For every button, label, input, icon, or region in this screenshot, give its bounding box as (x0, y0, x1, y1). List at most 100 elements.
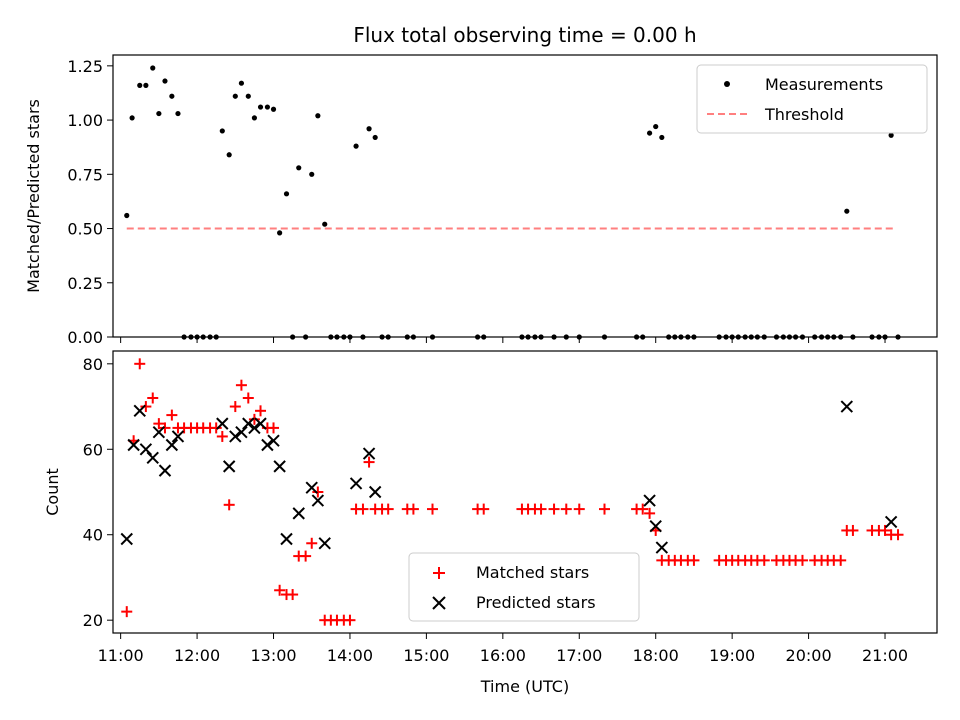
measurement-point (226, 152, 232, 158)
matched-star-point (216, 430, 228, 442)
measurement-point (385, 334, 391, 340)
x-tick-label: 16:00 (480, 646, 526, 665)
predicted-star-point (235, 425, 248, 439)
measurement-point (716, 334, 722, 340)
measurement-point (666, 334, 672, 340)
matched-star-point (598, 503, 610, 515)
measurement-point (181, 334, 187, 340)
measurement-point (353, 143, 359, 149)
measurement-point (257, 104, 264, 110)
matched-star-point (847, 524, 859, 536)
matched-star-point (892, 529, 904, 541)
predicted-star-point (127, 438, 140, 452)
measurement-point (251, 115, 258, 121)
x-tick-label: 18:00 (633, 646, 679, 665)
ratio-y-tick-label: 0.25 (67, 274, 103, 293)
ratio-panel: Matched/Predicted stars 0.00 0.25 0.50 0.75… (24, 54, 938, 347)
ratio-y-tick-label: 0.00 (67, 328, 103, 347)
measurement-point (723, 334, 729, 340)
predicted-star-point (840, 400, 854, 413)
matched-star-point (644, 507, 656, 519)
matched-star-point (235, 379, 247, 391)
matched-star-point (134, 358, 146, 370)
measurement-point (277, 230, 283, 236)
measurement-point (672, 334, 678, 340)
matched-star-point (306, 537, 318, 549)
matched-star-point (121, 606, 133, 618)
predicted-star-point (152, 425, 166, 439)
predicted-star-point (273, 460, 286, 473)
measurement-point (129, 115, 135, 121)
ratio-y-tick-label: 0.75 (67, 165, 103, 184)
predicted-star-point (649, 519, 662, 533)
measurement-points (124, 65, 901, 340)
measurement-point (372, 134, 378, 141)
measurement-point (475, 334, 481, 340)
measurement-point (232, 93, 238, 99)
predicted-star-point (318, 537, 331, 550)
matched-star-point (796, 554, 808, 566)
predicted-star-point (139, 443, 153, 456)
measurements-legend-label: Measurements (765, 75, 883, 94)
matched-star-point (312, 486, 324, 498)
measurement-point (659, 134, 665, 141)
matched-star-point (835, 554, 847, 566)
measurement-point (404, 334, 410, 340)
count-legend: Matched stars Predicted stars (408, 552, 640, 622)
measurement-point (162, 78, 168, 84)
predicted-stars-legend-marker (432, 596, 446, 610)
count-y-tick-label: 60 (83, 440, 103, 459)
predicted-star-point (362, 447, 376, 460)
matched-star-point (159, 422, 171, 434)
matched-star-point (153, 418, 165, 430)
predicted-star-point (884, 515, 898, 529)
predicted-star-point (292, 507, 305, 520)
measurement-point (194, 334, 200, 340)
matched-star-point (268, 422, 280, 434)
measurement-point (888, 132, 894, 138)
predicted-star-point (655, 541, 669, 554)
measurement-point (633, 334, 640, 340)
measurement-point (551, 334, 557, 340)
x-tick-label: 19:00 (709, 646, 755, 665)
predicted-star-point (229, 430, 242, 443)
count-panel: Count 20 40 60 80 11:00 12:00 13:00 14:00 15:00… (43, 350, 938, 696)
matched-star-point (758, 554, 770, 566)
ratio-y-tick-label: 1.00 (67, 111, 103, 130)
measurement-point (213, 334, 219, 340)
measurement-point (334, 334, 340, 340)
measurement-point (735, 334, 741, 340)
measurement-point (576, 334, 582, 340)
measurement-point (761, 334, 767, 340)
measurement-point (799, 334, 806, 340)
matched-star-point (210, 422, 222, 434)
matched-star-point (147, 392, 159, 404)
measurement-point (780, 334, 786, 340)
matched-star-point (427, 503, 439, 515)
measurement-point (341, 334, 347, 340)
predicted-star-point (305, 481, 318, 494)
predicted-star-point (146, 451, 159, 465)
measurement-point (245, 93, 251, 99)
measurement-point (379, 334, 385, 340)
measurement-point (188, 334, 194, 340)
measurement-point (360, 334, 366, 340)
predicted-star-point (311, 494, 325, 507)
predicted-star-point (368, 485, 382, 499)
matched-star-point (166, 409, 178, 421)
matched-star-point (637, 503, 649, 515)
measurement-point (876, 334, 882, 340)
predicted-star-point (171, 430, 185, 443)
measurement-point (812, 334, 818, 340)
measurement-point (825, 334, 831, 340)
predicted-star-point (349, 477, 363, 490)
measurement-point (322, 221, 328, 227)
measurement-point (238, 80, 245, 86)
count-y-axis-label: Count (43, 468, 62, 516)
predicted-star-point (165, 438, 179, 452)
measurement-point (175, 110, 181, 117)
measurement-point (678, 334, 684, 340)
matched-star-point (248, 413, 260, 425)
count-y-ticks: 20 40 60 80 (83, 355, 113, 630)
predicted-star-point (280, 532, 293, 546)
